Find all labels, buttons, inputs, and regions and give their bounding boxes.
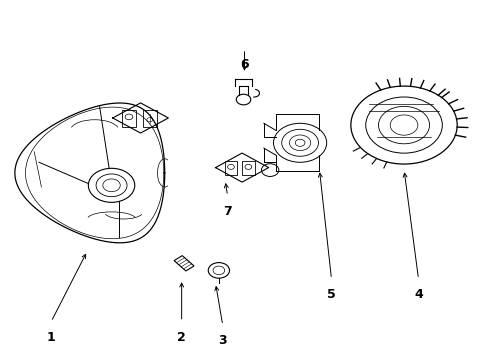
Text: 5: 5 — [326, 288, 335, 301]
Text: 3: 3 — [218, 334, 226, 347]
Bar — [122, 110, 136, 127]
Bar — [242, 161, 254, 175]
Bar — [224, 161, 237, 175]
Text: 7: 7 — [223, 205, 231, 218]
Text: 1: 1 — [47, 330, 55, 344]
Bar — [142, 110, 156, 127]
Text: 2: 2 — [177, 330, 185, 344]
Text: 6: 6 — [240, 58, 248, 71]
Text: 4: 4 — [413, 288, 422, 301]
